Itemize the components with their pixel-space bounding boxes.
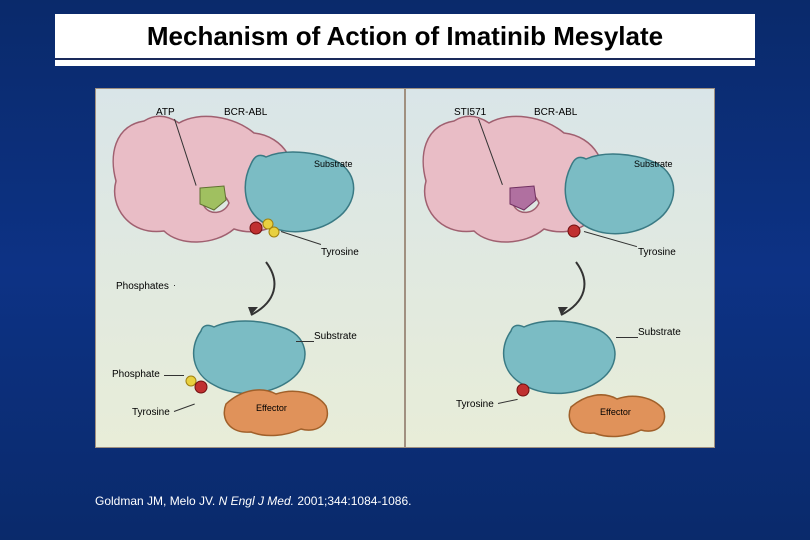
- label-phosphates: Phosphates: [116, 281, 169, 292]
- label-phosphate: Phosphate: [112, 369, 160, 380]
- tyrosine-top-r: [564, 221, 584, 241]
- citation-journal: N Engl J Med.: [219, 494, 294, 508]
- sti571-molecule: [506, 184, 540, 214]
- leader-sub-bot-r: [616, 337, 638, 338]
- label-tyrosine-top-right: Tyrosine: [638, 247, 676, 258]
- mechanism-figure: ATP BCR-ABL Substrate Tyrosine Phosphate…: [95, 88, 715, 448]
- phosphate-tyrosine-bottom: [181, 371, 211, 397]
- citation: Goldman JM, Melo JV. N Engl J Med. 2001;…: [95, 494, 411, 508]
- leader-phosphate: [164, 375, 184, 376]
- label-tyrosine-top-left: Tyrosine: [321, 247, 359, 258]
- label-tyrosine-bottom-left: Tyrosine: [132, 407, 170, 418]
- label-substrate-bottom-right: Substrate: [638, 327, 681, 338]
- panel-without-inhibitor: ATP BCR-ABL Substrate Tyrosine Phosphate…: [95, 88, 405, 448]
- label-bcr-abl-left: BCR-ABL: [224, 107, 267, 118]
- citation-authors: Goldman JM, Melo JV.: [95, 494, 215, 508]
- tyrosine-bottom-r: [514, 381, 532, 399]
- leader-sub-bot: [296, 341, 314, 342]
- panel-with-inhibitor: STI571 BCR-ABL Substrate Tyrosine Substr…: [405, 88, 715, 448]
- label-effector-left: Effector: [256, 403, 287, 413]
- slide: Mechanism of Action of Imatinib Mesylate: [0, 0, 810, 540]
- label-substrate-top-right: Substrate: [634, 159, 673, 169]
- atp-molecule: [196, 184, 230, 214]
- label-bcr-abl-right: BCR-ABL: [534, 107, 577, 118]
- reaction-arrow-r: [536, 257, 596, 327]
- leader-tyr-bot-r: [498, 399, 518, 404]
- label-tyrosine-bottom-right: Tyrosine: [456, 399, 494, 410]
- leader-phosphates: [174, 285, 175, 286]
- label-substrate-bottom-left: Substrate: [314, 331, 357, 342]
- citation-ref: 2001;344:1084-1086.: [297, 494, 411, 508]
- label-substrate-top-left: Substrate: [314, 159, 353, 169]
- tyrosine-phosphates-top: [246, 215, 286, 241]
- label-atp: ATP: [156, 107, 175, 118]
- reaction-arrow: [226, 257, 286, 327]
- title-underline: [55, 58, 755, 60]
- label-effector-right: Effector: [600, 407, 631, 417]
- leader-tyr-bot: [174, 404, 195, 412]
- label-sti: STI571: [454, 107, 486, 118]
- slide-title: Mechanism of Action of Imatinib Mesylate: [147, 21, 663, 60]
